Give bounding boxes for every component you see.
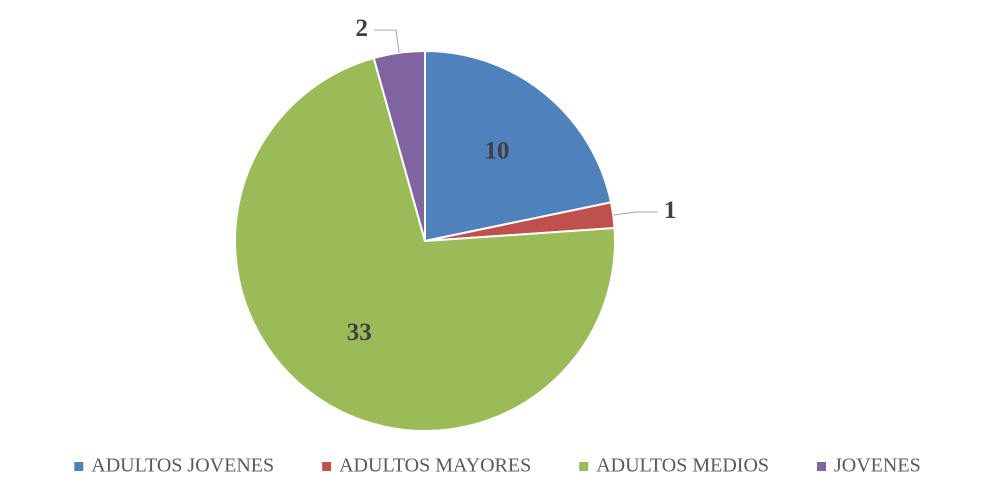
legend-item: ADULTOS MEDIOS xyxy=(579,455,769,477)
pie-slice xyxy=(424,49,613,243)
data-label: 33 xyxy=(347,319,372,346)
data-label: 2 xyxy=(356,15,369,42)
legend-marker xyxy=(579,462,589,471)
legend-marker xyxy=(74,462,84,471)
legend-item: JOVENES xyxy=(817,455,921,477)
legend-item: ADULTOS MAYORES xyxy=(322,455,531,477)
legend-label: ADULTOS JOVENES xyxy=(91,455,274,477)
legend-label: ADULTOS MAYORES xyxy=(339,455,531,477)
legend-marker xyxy=(322,462,332,471)
legend-item: ADULTOS JOVENES xyxy=(74,455,274,477)
data-label: 1 xyxy=(664,197,677,224)
leader-line xyxy=(374,29,400,53)
leader-line xyxy=(613,211,658,216)
legend-label: JOVENES xyxy=(834,455,921,477)
legend-label: ADULTOS MEDIOS xyxy=(596,455,769,477)
pie-slice xyxy=(234,56,616,432)
pie-slice xyxy=(372,49,426,242)
data-label: 10 xyxy=(484,137,509,164)
legend-marker xyxy=(817,462,827,471)
